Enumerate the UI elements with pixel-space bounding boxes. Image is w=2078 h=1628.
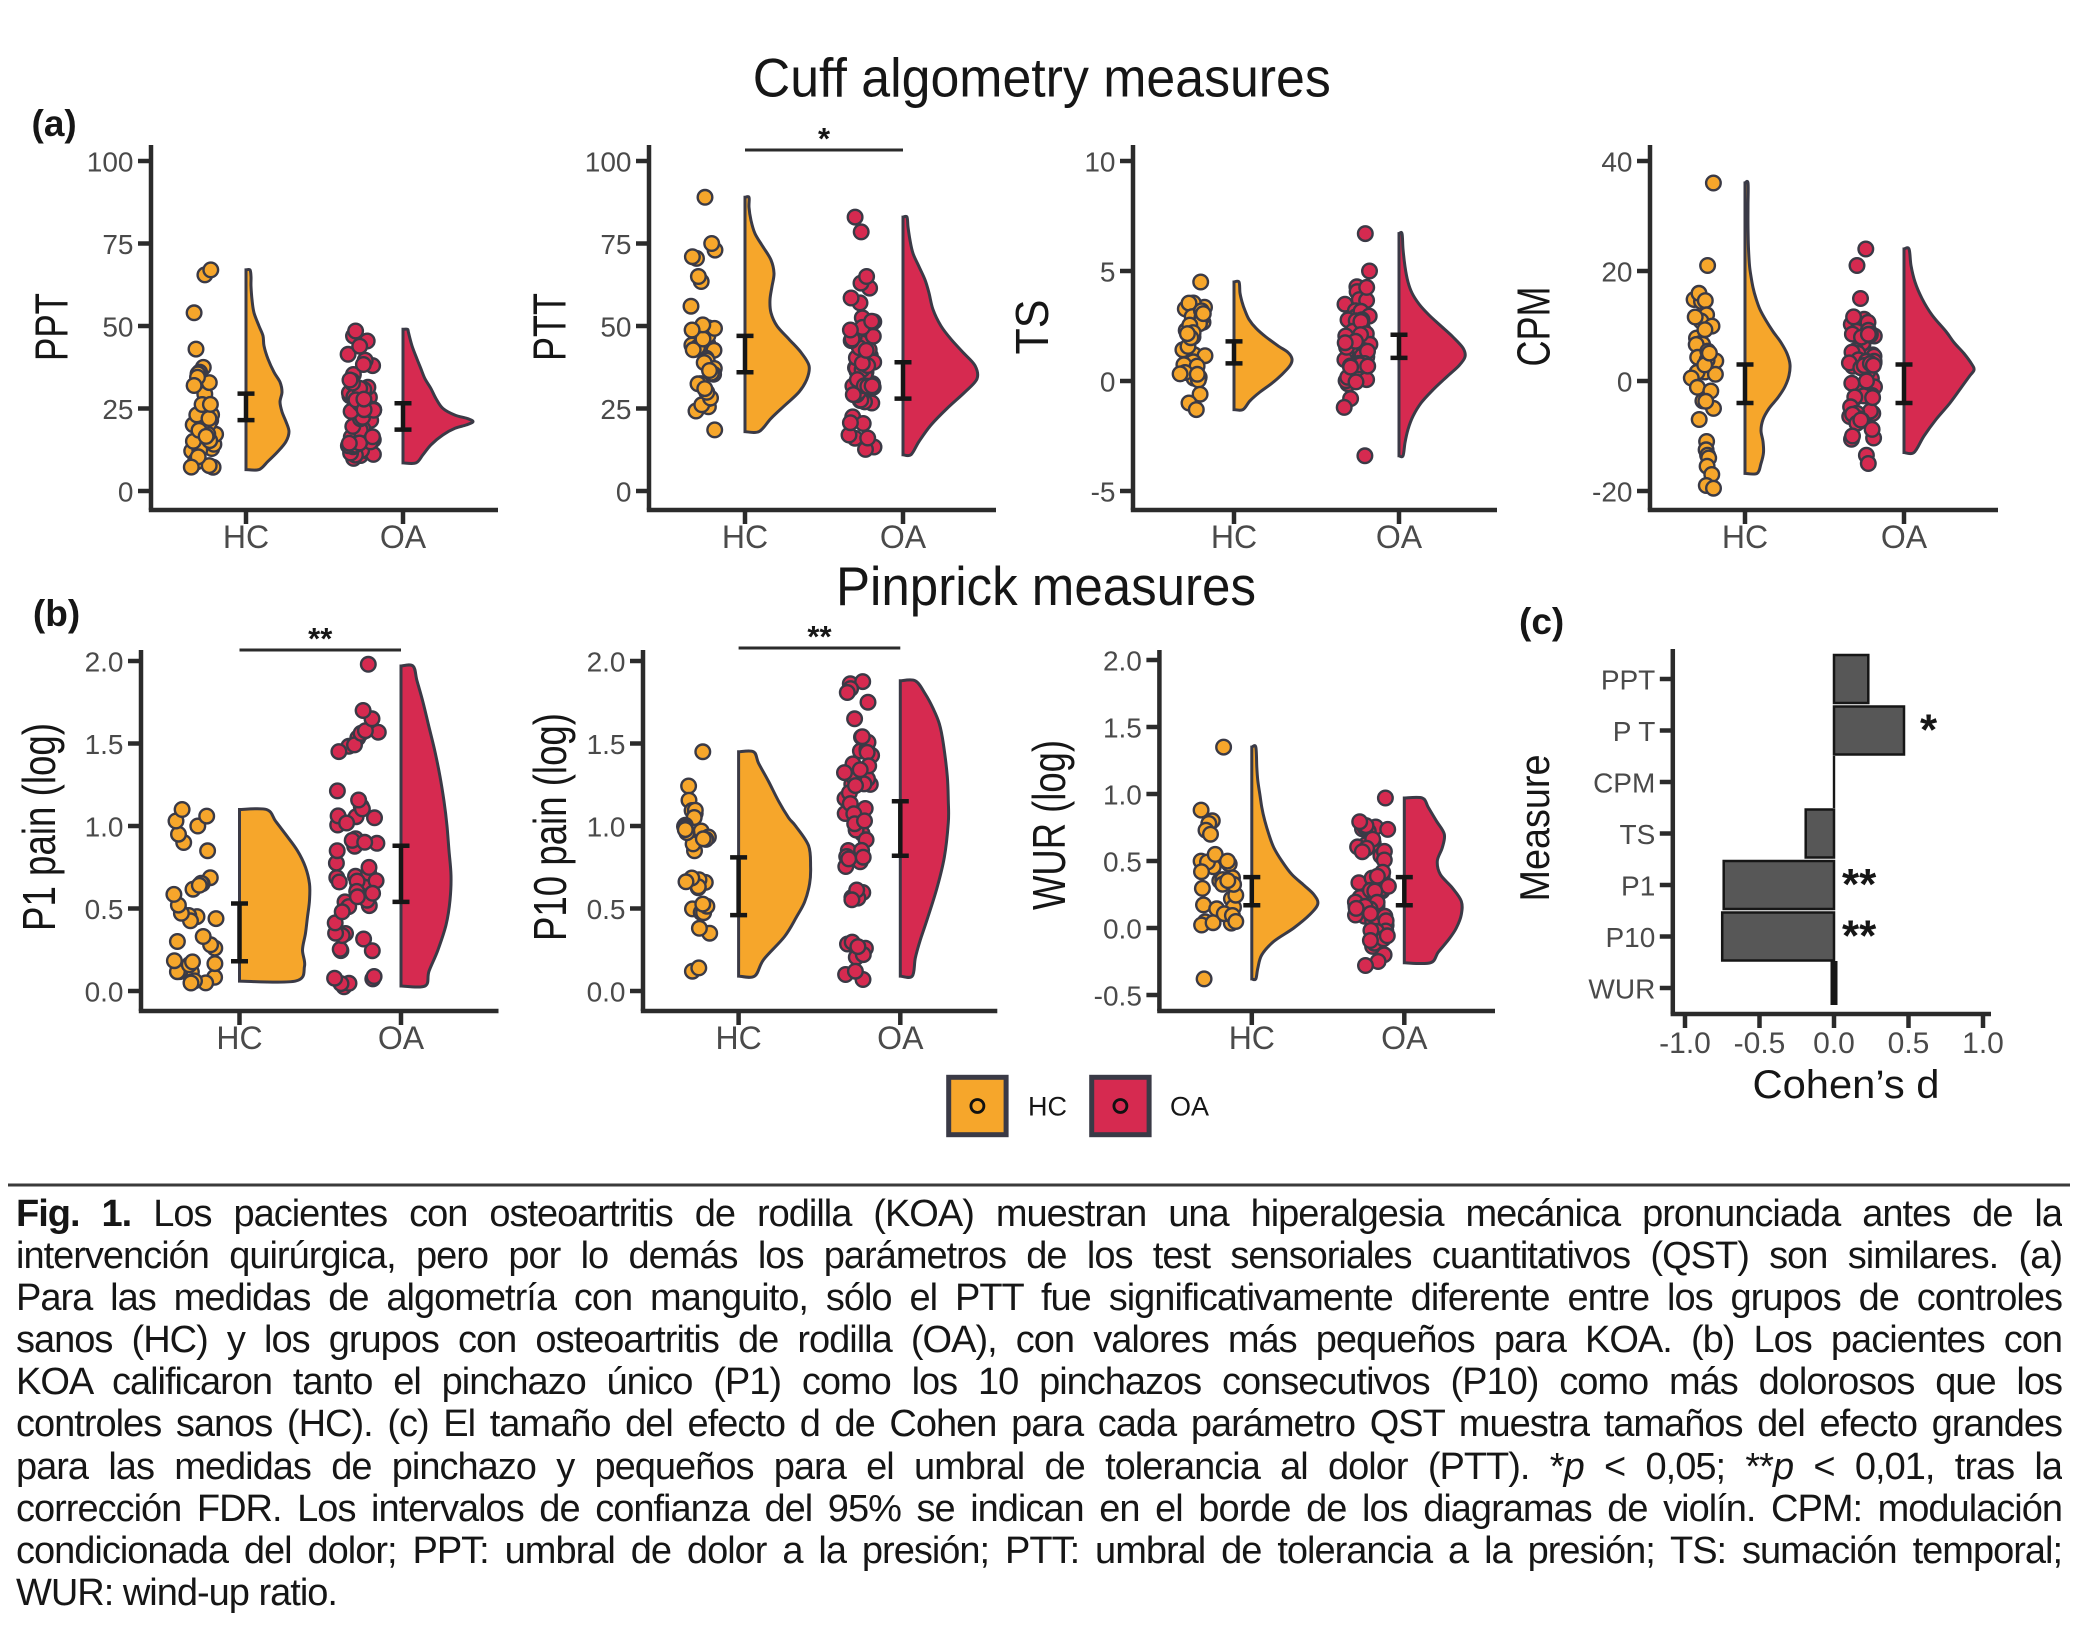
svg-text:P1: P1 [1621,871,1655,902]
svg-text:1.5: 1.5 [587,729,626,760]
svg-text:WUR: WUR [1588,974,1655,1005]
svg-text:OA: OA [1881,519,1928,555]
svg-text:**: ** [308,621,333,656]
svg-text:HC: HC [216,1020,262,1056]
svg-text:OA: OA [1170,1092,1209,1122]
svg-text:(a): (a) [32,103,77,144]
svg-text:0.5: 0.5 [587,894,626,925]
svg-text:0: 0 [1100,367,1116,398]
svg-text:WUR (log): WUR (log) [1023,740,1075,910]
svg-text:25: 25 [102,394,133,425]
svg-text:0.0: 0.0 [1813,1027,1855,1060]
svg-text:(b): (b) [33,593,80,634]
svg-text:-20: -20 [1592,477,1632,508]
svg-text:TS: TS [1006,300,1058,355]
svg-text:Cuff algometry measures: Cuff algometry measures [753,46,1331,108]
svg-text:50: 50 [102,312,133,343]
svg-text:HC: HC [1722,519,1768,555]
svg-text:0.5: 0.5 [1888,1027,1930,1060]
svg-text:OA: OA [1381,1020,1428,1056]
svg-text:75: 75 [102,229,133,260]
svg-text:-1.0: -1.0 [1659,1027,1711,1060]
svg-text:CPM: CPM [1508,287,1560,367]
svg-text:OA: OA [877,1020,924,1056]
svg-text:TS: TS [1620,819,1656,850]
svg-text:OA: OA [1376,519,1423,555]
svg-text:OA: OA [880,519,927,555]
svg-text:P1 pain (log): P1 pain (log) [13,723,65,931]
svg-text:**: ** [1842,912,1877,961]
svg-text:PPT: PPT [26,293,78,361]
svg-text:0: 0 [1617,367,1633,398]
svg-text:Pinprick measures: Pinprick measures [836,555,1256,617]
svg-text:Cohen’s d: Cohen’s d [1753,1063,1940,1107]
svg-text:P T: P T [1613,716,1656,747]
svg-text:PTT: PTT [524,293,576,361]
svg-text:1.5: 1.5 [85,729,124,760]
svg-text:10: 10 [1084,147,1115,178]
svg-text:(c): (c) [1519,601,1564,642]
svg-text:0.5: 0.5 [1103,847,1142,878]
svg-text:HC: HC [722,519,768,555]
svg-text:HC: HC [1229,1020,1275,1056]
svg-text:HC: HC [715,1020,761,1056]
svg-text:HC: HC [1211,519,1257,555]
svg-text:1.0: 1.0 [85,812,124,843]
svg-text:1.0: 1.0 [1103,780,1142,811]
svg-text:*: * [1920,706,1938,755]
svg-text:0.0: 0.0 [1103,914,1142,945]
svg-text:**: ** [807,619,832,654]
svg-text:0: 0 [118,477,134,508]
svg-text:Measure: Measure [1511,755,1558,902]
svg-text:OA: OA [380,519,427,555]
svg-text:CPM: CPM [1593,768,1655,799]
svg-text:-0.5: -0.5 [1734,1027,1786,1060]
svg-text:75: 75 [600,229,631,260]
svg-text:50: 50 [600,312,631,343]
svg-text:25: 25 [600,394,631,425]
svg-text:0.0: 0.0 [587,977,626,1008]
svg-text:2.0: 2.0 [85,647,124,678]
svg-text:0: 0 [616,477,632,508]
svg-text:P10: P10 [1605,922,1655,953]
svg-text:20: 20 [1601,257,1632,288]
svg-text:1.0: 1.0 [587,812,626,843]
svg-text:2.0: 2.0 [587,647,626,678]
svg-text:1.5: 1.5 [1103,713,1142,744]
svg-text:1.0: 1.0 [1962,1027,2004,1060]
svg-text:0.5: 0.5 [85,894,124,925]
svg-text:HC: HC [1028,1092,1067,1122]
svg-text:100: 100 [585,147,632,178]
svg-text:**: ** [1842,860,1877,909]
svg-text:0.0: 0.0 [85,977,124,1008]
svg-text:-0.5: -0.5 [1094,981,1142,1012]
svg-text:OA: OA [378,1020,425,1056]
svg-text:HC: HC [223,519,269,555]
svg-text:5: 5 [1100,257,1116,288]
svg-text:100: 100 [87,147,134,178]
svg-text:*: * [818,121,831,156]
svg-text:2.0: 2.0 [1103,646,1142,677]
svg-text:40: 40 [1601,147,1632,178]
svg-text:-5: -5 [1091,477,1116,508]
svg-text:P10 pain (log): P10 pain (log) [524,713,576,941]
svg-text:PPT: PPT [1601,665,1655,696]
